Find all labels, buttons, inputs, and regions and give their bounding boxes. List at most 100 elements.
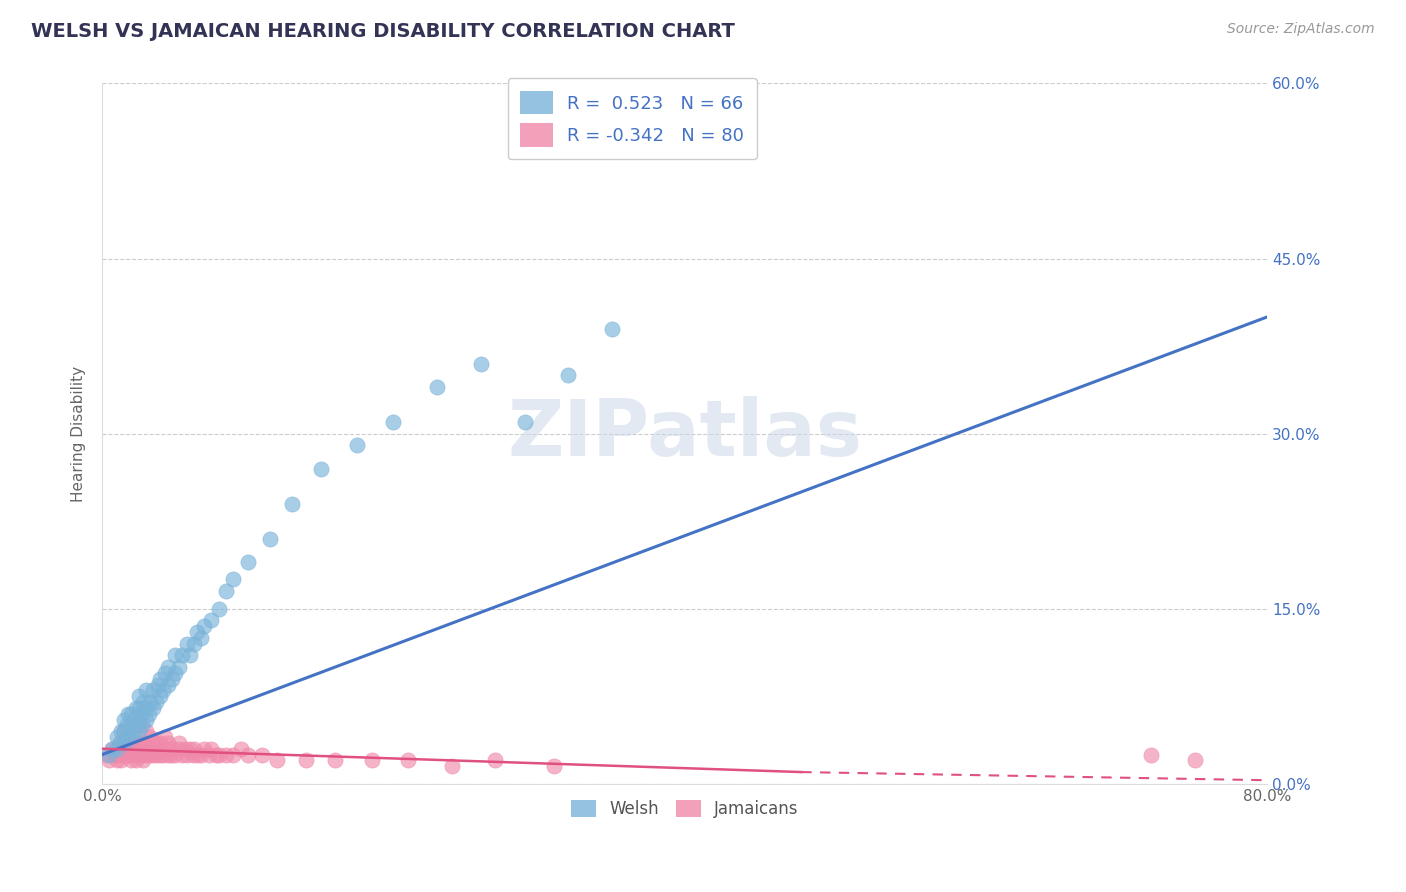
Text: Source: ZipAtlas.com: Source: ZipAtlas.com [1227,22,1375,37]
Point [172,747,194,762]
Point [98,747,121,762]
Point [208,601,231,615]
Point [105,741,128,756]
Point [152,747,174,762]
Point [190,631,212,645]
Point [112,713,135,727]
Point [169,736,191,750]
Point [139,730,162,744]
Point [138,747,160,762]
Point [382,415,405,429]
Point [120,718,142,732]
Point [105,730,128,744]
Point [128,736,150,750]
Point [128,747,150,762]
Point [236,747,259,762]
Point [120,741,142,756]
Point [396,753,419,767]
Point [146,741,169,756]
Point [128,689,150,703]
Point [484,753,506,767]
Point [112,747,135,762]
Point [252,747,274,762]
Point [122,747,145,762]
Point [101,741,124,756]
Point [135,683,157,698]
Point [152,683,174,698]
Point [153,665,176,680]
Point [470,357,492,371]
Point [117,741,139,756]
Point [149,736,172,750]
Point [172,648,194,663]
Point [131,718,153,732]
Point [197,747,219,762]
Point [179,648,201,663]
Point [122,736,145,750]
Point [200,741,222,756]
Point [1140,747,1163,762]
Point [128,724,150,739]
Point [174,741,197,756]
Point [163,747,186,762]
Point [323,753,346,767]
Point [115,718,138,732]
Point [163,648,186,663]
Point [115,747,138,762]
Point [600,321,623,335]
Point [131,706,153,721]
Y-axis label: Hearing Disability: Hearing Disability [72,366,86,501]
Point [179,741,201,756]
Point [125,741,148,756]
Point [169,660,191,674]
Point [159,747,181,762]
Point [346,438,368,452]
Point [112,724,135,739]
Point [440,759,463,773]
Point [360,753,382,767]
Point [120,730,142,744]
Point [117,706,139,721]
Point [215,584,238,599]
Point [128,701,150,715]
Point [128,713,150,727]
Point [200,613,222,627]
Point [122,713,145,727]
Point [193,619,215,633]
Point [128,718,150,732]
Point [139,741,162,756]
Point [131,736,153,750]
Point [156,747,179,762]
Point [132,753,155,767]
Point [222,573,245,587]
Point [131,747,153,762]
Point [142,736,165,750]
Point [115,730,138,744]
Point [513,415,536,429]
Point [181,747,204,762]
Point [108,736,131,750]
Point [105,753,128,767]
Point [190,747,212,762]
Point [135,713,157,727]
Point [132,695,155,709]
Point [112,736,135,750]
Point [138,706,160,721]
Point [142,747,165,762]
Point [222,747,245,762]
Point [139,695,162,709]
Point [236,555,259,569]
Point [167,741,190,756]
Point [204,747,226,762]
Point [156,677,179,691]
Point [110,753,132,767]
Point [108,736,131,750]
Point [153,730,176,744]
Point [160,741,183,756]
Point [120,730,142,744]
Point [208,747,231,762]
Point [96,747,118,762]
Point [125,701,148,715]
Point [186,747,208,762]
Point [132,741,155,756]
